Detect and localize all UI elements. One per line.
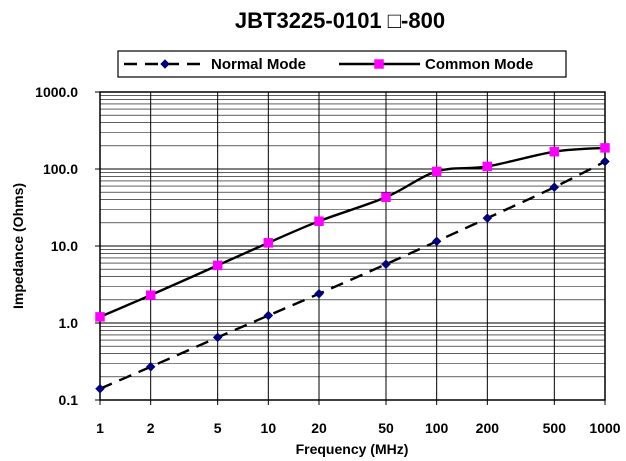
data-point [95,312,105,322]
y-tick-label: 1000.0 [35,84,78,100]
data-point [263,310,274,321]
data-point [212,260,223,271]
x-tick-label: 50 [378,420,394,436]
data-point [212,332,223,343]
legend-label: Common Mode [425,56,533,73]
y-axis-label: Impedance (Ohms) [10,183,26,309]
data-point [549,182,560,193]
plot-area [99,91,606,401]
x-tick-label: 10 [261,420,277,436]
data-point [482,213,493,224]
x-axis-label: Frequency (MHz) [296,441,409,457]
data-point [263,238,274,248]
x-tick-label: 200 [476,420,500,436]
y-tick-label: 100.0 [43,161,78,177]
x-tick-label: 1000 [589,420,620,436]
data-point [600,156,610,167]
series-normal-mode [95,156,610,394]
chart-title: JBT3225-0101 □-800 [235,8,445,33]
data-point [431,166,442,177]
legend-label: Normal Mode [211,56,306,73]
x-tick-label: 2 [147,420,155,436]
data-point [482,161,493,172]
x-tick-label: 5 [214,420,222,436]
y-tick-label: 0.1 [59,392,79,408]
y-tick-label: 1.0 [59,315,79,331]
data-point [145,290,156,300]
x-tick-label: 100 [425,420,449,436]
data-point [314,288,324,299]
data-point [549,146,560,157]
data-point [431,236,442,247]
series-line [99,160,606,390]
legend: Normal Mode Common Mode [117,50,567,78]
x-tick-label: 1 [96,420,104,436]
data-point [381,192,391,202]
legend-marker [160,59,170,69]
series-common-mode [95,143,610,322]
data-point [381,259,391,270]
x-tick-label: 20 [311,420,327,436]
x-tick-label: 500 [543,420,567,436]
data-point [600,143,610,153]
y-tick-label: 10.0 [51,238,78,254]
data-point [95,383,105,394]
legend-marker [374,59,384,69]
data-point [145,361,156,372]
data-point [314,216,324,226]
series-line [99,146,606,319]
